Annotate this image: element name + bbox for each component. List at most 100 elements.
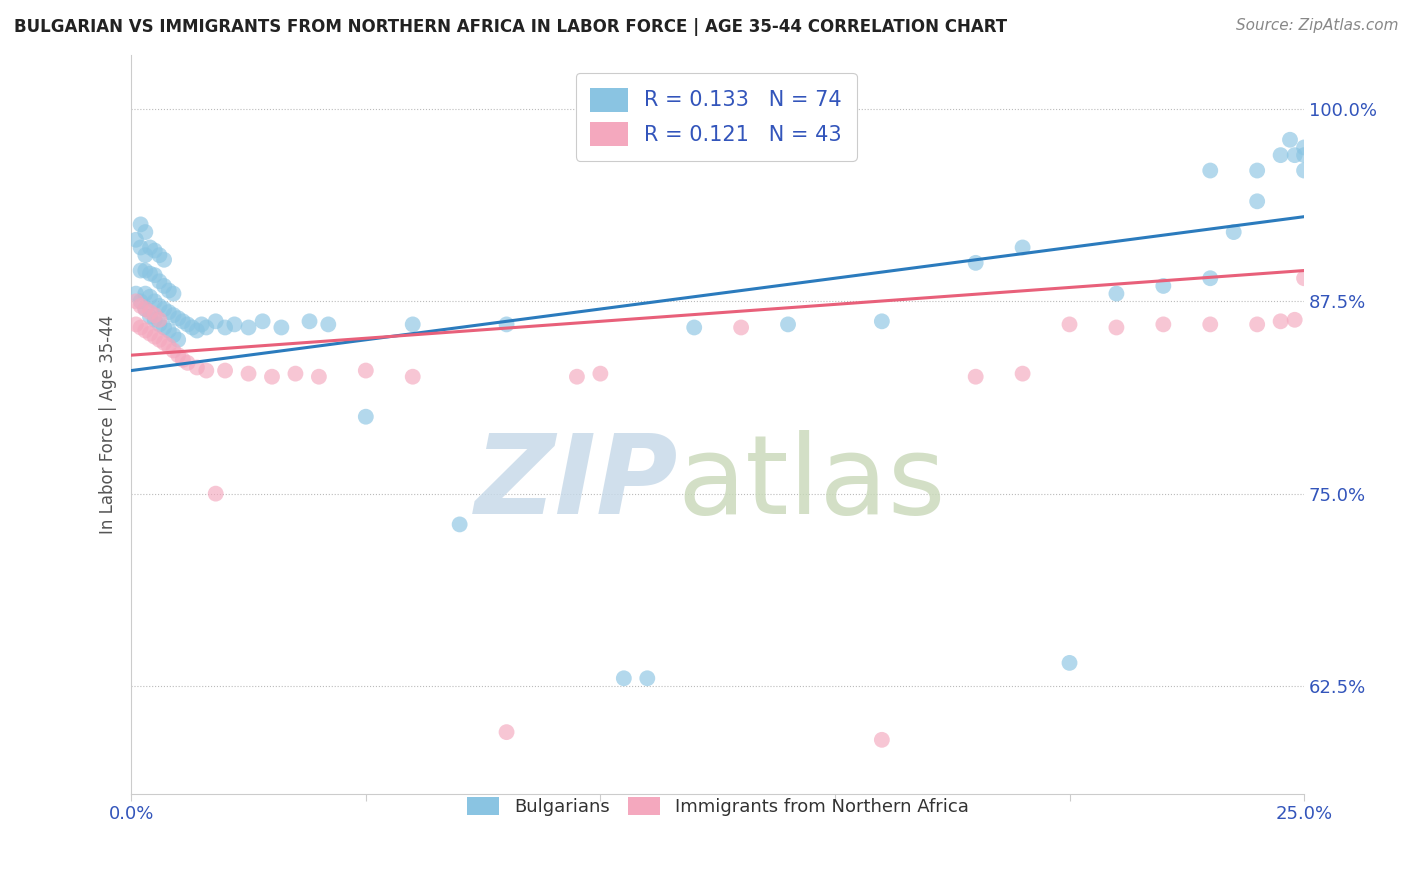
Point	[125, 233, 148, 247]
Point	[134, 225, 156, 239]
Point	[162, 328, 184, 343]
Point	[134, 286, 156, 301]
Point	[157, 339, 180, 353]
Point	[224, 318, 246, 332]
Point	[162, 286, 184, 301]
Point	[139, 240, 162, 254]
Point	[1059, 656, 1081, 670]
Point	[565, 369, 588, 384]
Point	[1152, 279, 1174, 293]
Point	[143, 329, 166, 343]
Point	[204, 314, 226, 328]
Point	[167, 348, 190, 362]
Point	[129, 218, 152, 232]
Point	[1105, 286, 1128, 301]
Point	[176, 318, 198, 332]
Point	[143, 308, 166, 322]
Point	[214, 363, 236, 377]
Point	[167, 311, 190, 326]
Point	[308, 369, 330, 384]
Point	[143, 312, 166, 326]
Point	[148, 248, 170, 262]
Point	[157, 324, 180, 338]
Point	[1222, 225, 1244, 239]
Point	[730, 320, 752, 334]
Point	[129, 263, 152, 277]
Point	[176, 356, 198, 370]
Point	[125, 318, 148, 332]
Point	[1270, 314, 1292, 328]
Point	[148, 318, 170, 332]
Point	[1059, 318, 1081, 332]
Point	[139, 290, 162, 304]
Point	[139, 326, 162, 341]
Point	[134, 263, 156, 277]
Point	[157, 284, 180, 298]
Point	[270, 320, 292, 334]
Point	[636, 671, 658, 685]
Point	[190, 318, 212, 332]
Point	[1284, 148, 1306, 162]
Point	[139, 305, 162, 319]
Point	[495, 318, 517, 332]
Point	[139, 310, 162, 324]
Point	[316, 318, 339, 332]
Point	[1246, 163, 1268, 178]
Point	[153, 279, 176, 293]
Point	[129, 299, 152, 313]
Point	[134, 248, 156, 262]
Point	[284, 367, 307, 381]
Point	[148, 312, 170, 326]
Point	[143, 294, 166, 309]
Point	[162, 308, 184, 322]
Point	[162, 343, 184, 358]
Point	[129, 240, 152, 254]
Point	[238, 320, 260, 334]
Point	[134, 301, 156, 316]
Point	[1199, 318, 1222, 332]
Point	[148, 274, 170, 288]
Point	[172, 314, 194, 328]
Point	[167, 333, 190, 347]
Text: BULGARIAN VS IMMIGRANTS FROM NORTHERN AFRICA IN LABOR FORCE | AGE 35-44 CORRELAT: BULGARIAN VS IMMIGRANTS FROM NORTHERN AF…	[14, 18, 1007, 36]
Point	[153, 320, 176, 334]
Point	[1294, 148, 1316, 162]
Point	[153, 335, 176, 350]
Point	[181, 320, 204, 334]
Point	[1270, 148, 1292, 162]
Point	[495, 725, 517, 739]
Point	[1294, 271, 1316, 285]
Text: ZIP: ZIP	[475, 430, 679, 537]
Point	[1152, 318, 1174, 332]
Point	[613, 671, 636, 685]
Point	[139, 267, 162, 281]
Point	[1011, 240, 1033, 254]
Point	[134, 324, 156, 338]
Point	[589, 367, 612, 381]
Point	[214, 320, 236, 334]
Text: Source: ZipAtlas.com: Source: ZipAtlas.com	[1236, 18, 1399, 33]
Point	[683, 320, 706, 334]
Point	[1199, 163, 1222, 178]
Point	[1278, 133, 1301, 147]
Point	[1294, 140, 1316, 154]
Point	[172, 352, 194, 367]
Point	[143, 268, 166, 282]
Y-axis label: In Labor Force | Age 35-44: In Labor Force | Age 35-44	[100, 315, 117, 534]
Point	[965, 256, 987, 270]
Point	[776, 318, 799, 332]
Point	[1105, 320, 1128, 334]
Point	[252, 314, 274, 328]
Point	[153, 301, 176, 316]
Point	[298, 314, 321, 328]
Point	[870, 314, 893, 328]
Point	[1294, 163, 1316, 178]
Point	[153, 252, 176, 267]
Point	[148, 333, 170, 347]
Point	[870, 732, 893, 747]
Point	[1246, 318, 1268, 332]
Text: atlas: atlas	[678, 430, 946, 537]
Legend: Bulgarians, Immigrants from Northern Africa: Bulgarians, Immigrants from Northern Afr…	[458, 788, 977, 825]
Point	[260, 369, 283, 384]
Point	[965, 369, 987, 384]
